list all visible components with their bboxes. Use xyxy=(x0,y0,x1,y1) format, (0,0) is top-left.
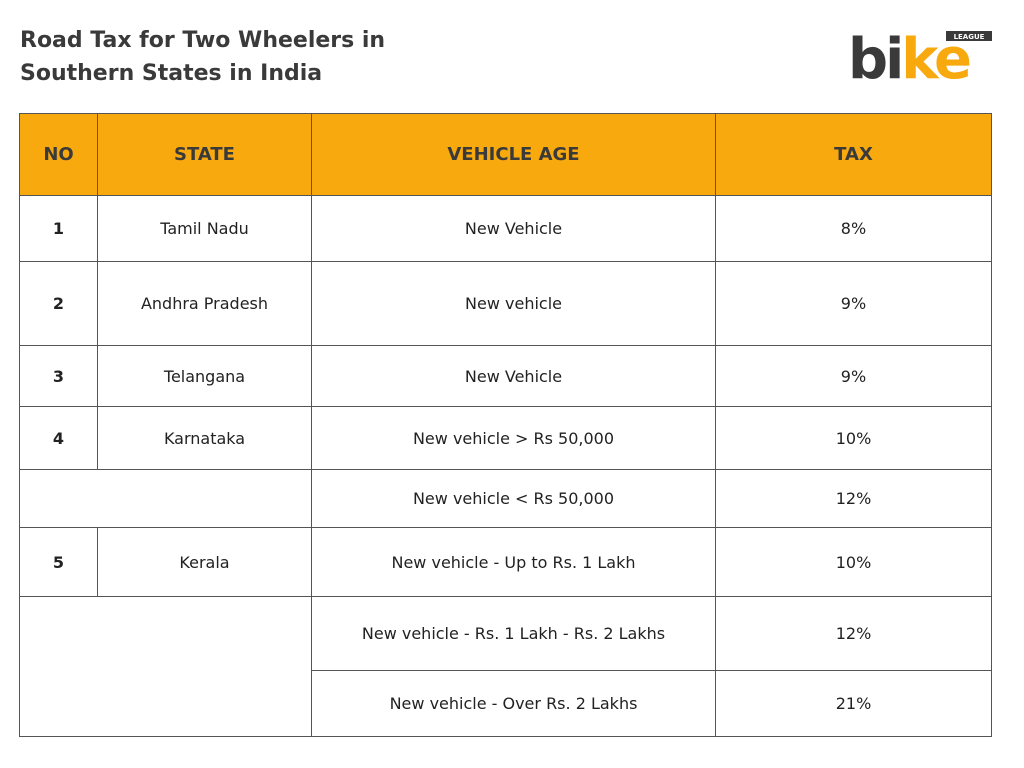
table-row: 3 Telangana New Vehicle 9% xyxy=(19,345,992,407)
cell-vehicle-age: New Vehicle xyxy=(311,195,716,262)
cell-tax: 12% xyxy=(715,469,992,528)
cell-state: Tamil Nadu xyxy=(97,195,312,262)
cell-state: Telangana xyxy=(97,345,312,407)
table-row: New vehicle - Over Rs. 2 Lakhs 21% xyxy=(20,670,992,737)
table-row: 2 Andhra Pradesh New vehicle 9% xyxy=(19,261,992,346)
logo-small-text: LEAGUE xyxy=(954,33,985,41)
table-row: 4 Karnataka New vehicle > Rs 50,000 10% xyxy=(19,406,992,470)
header-no: NO xyxy=(19,113,98,196)
cell-no: 3 xyxy=(19,345,98,407)
cell-tax: 10% xyxy=(715,406,992,470)
cell-tax: 10% xyxy=(715,527,992,597)
cell-tax: 21% xyxy=(715,670,992,737)
cell-vehicle-age: New vehicle < Rs 50,000 xyxy=(311,469,716,528)
cell-tax: 9% xyxy=(715,345,992,407)
cell-vehicle-age: New vehicle - Rs. 1 Lakh - Rs. 2 Lakhs xyxy=(311,596,716,671)
cell-tax: 8% xyxy=(715,195,992,262)
table-row: New vehicle - Rs. 1 Lakh - Rs. 2 Lakhs 1… xyxy=(19,596,992,737)
header-state: STATE xyxy=(97,113,312,196)
cell-empty-merged xyxy=(19,596,312,737)
cell-no: 2 xyxy=(19,261,98,346)
table-row: 5 Kerala New vehicle - Up to Rs. 1 Lakh … xyxy=(19,527,992,597)
cell-vehicle-age: New vehicle - Over Rs. 2 Lakhs xyxy=(311,670,716,737)
cell-state: Karnataka xyxy=(97,406,312,470)
cell-vehicle-age: New Vehicle xyxy=(311,345,716,407)
cell-state: Andhra Pradesh xyxy=(97,261,312,346)
cell-empty-merged xyxy=(19,469,312,528)
table-row: 1 Tamil Nadu New Vehicle 8% xyxy=(19,195,992,262)
cell-vehicle-age: New vehicle - Up to Rs. 1 Lakh xyxy=(311,527,716,597)
cell-vehicle-age: New vehicle > Rs 50,000 xyxy=(311,406,716,470)
title-line-2: Southern States in India xyxy=(20,61,323,86)
table-header-row: NO STATE VEHICLE AGE TAX xyxy=(19,113,992,196)
bike-league-logo: LEAGUE bike xyxy=(848,28,992,82)
table-row: New vehicle < Rs 50,000 12% xyxy=(19,469,992,528)
cell-tax: 12% xyxy=(715,596,992,671)
cell-vehicle-age: New vehicle xyxy=(311,261,716,346)
cell-no: 4 xyxy=(19,406,98,470)
cell-no: 1 xyxy=(19,195,98,262)
header-tax: TAX xyxy=(715,113,992,196)
road-tax-table: NO STATE VEHICLE AGE TAX 1 Tamil Nadu Ne… xyxy=(19,113,992,737)
page-title: Road Tax for Two Wheelers in Southern St… xyxy=(20,24,385,90)
cell-tax: 9% xyxy=(715,261,992,346)
logo-main-text: bike xyxy=(848,28,970,82)
header-vehicle-age: VEHICLE AGE xyxy=(311,113,716,196)
cell-no: 5 xyxy=(19,527,98,597)
cell-state: Kerala xyxy=(97,527,312,597)
title-line-1: Road Tax for Two Wheelers in xyxy=(20,28,386,53)
